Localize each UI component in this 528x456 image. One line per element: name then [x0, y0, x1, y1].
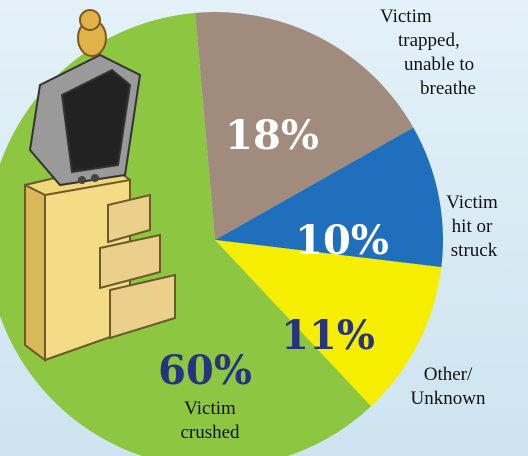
value-label: 18%	[225, 112, 319, 159]
category-label: Other/	[424, 364, 473, 385]
category-label: breathe	[420, 78, 476, 99]
category-label: Unknown	[411, 388, 486, 409]
category-label: Victim	[184, 398, 236, 419]
category-label: Victim	[446, 192, 498, 213]
value-label: 11%	[281, 312, 375, 359]
category-label: struck	[451, 240, 498, 261]
category-label: trapped,	[398, 30, 460, 51]
chart: 18% 10% 11% 60% Victim trapped, unable to breat…	[0, 0, 528, 456]
category-label: crushed	[180, 422, 240, 443]
value-label: 60%	[158, 347, 252, 394]
category-label: Victim	[380, 6, 432, 27]
category-label: unable to	[404, 54, 474, 75]
value-label: 10%	[295, 217, 389, 264]
category-label: hit or	[452, 216, 493, 237]
